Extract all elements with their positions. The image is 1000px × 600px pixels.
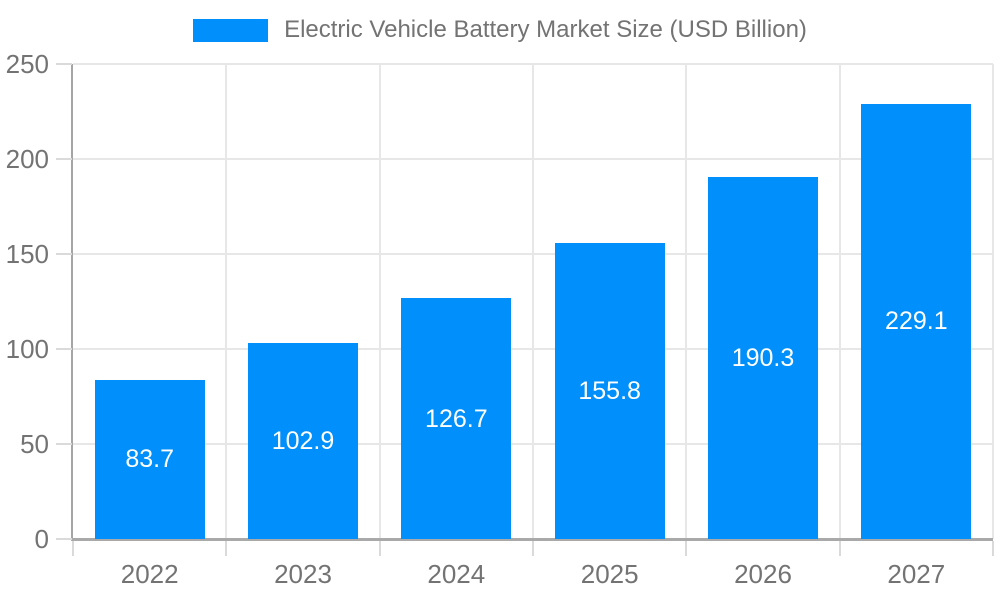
y-axis-tick-label: 250	[5, 49, 49, 79]
x-axis-tick	[532, 541, 534, 556]
y-axis-line	[71, 64, 73, 539]
v-gridline	[378, 64, 381, 539]
x-axis-tick-label: 2023	[274, 559, 332, 589]
x-axis-tick-label: 2025	[580, 559, 639, 589]
x-axis-tick-label: 2026	[734, 559, 792, 589]
x-axis-tick	[685, 541, 688, 556]
x-axis-tick-label: 2022	[120, 559, 179, 589]
x-axis-tick	[72, 541, 74, 556]
y-axis-tick	[56, 63, 72, 65]
x-axis-tick	[992, 541, 994, 556]
x-axis-tick-label: 2024	[427, 559, 486, 589]
v-gridline	[225, 64, 228, 539]
v-gridline	[532, 64, 534, 539]
x-axis-tick	[378, 541, 381, 556]
bar-2025[interactable]	[554, 242, 665, 539]
y-axis-tick-label: 0	[34, 524, 49, 554]
bar-2027[interactable]	[861, 103, 972, 539]
y-axis-tick-label: 150	[5, 239, 49, 269]
v-gridline	[685, 64, 688, 539]
x-axis-tick	[838, 541, 841, 556]
y-axis-tick	[56, 348, 72, 350]
bar-2023[interactable]	[248, 343, 358, 539]
y-axis-tick-label: 100	[5, 334, 49, 364]
y-axis-tick-label: 200	[5, 144, 49, 174]
y-axis-tick	[56, 538, 72, 540]
y-axis-tick	[56, 158, 72, 160]
chart-legend-item[interactable]: Electric Vehicle Battery Market Size (US…	[0, 15, 1000, 45]
bar-2024[interactable]	[401, 298, 512, 539]
legend-series-marker	[193, 18, 269, 42]
x-axis-line	[71, 538, 993, 541]
legend-series-label: Electric Vehicle Battery Market Size (US…	[284, 16, 807, 43]
x-axis-tick-label: 2027	[887, 559, 946, 589]
v-gridline	[838, 64, 841, 539]
v-gridline	[992, 64, 994, 539]
bar-2026[interactable]	[708, 177, 818, 539]
bar-2022[interactable]	[94, 379, 205, 539]
x-axis-tick	[225, 541, 228, 556]
y-axis-tick-label: 50	[20, 429, 49, 459]
y-axis-tick	[56, 253, 72, 255]
y-axis-tick	[56, 443, 72, 445]
